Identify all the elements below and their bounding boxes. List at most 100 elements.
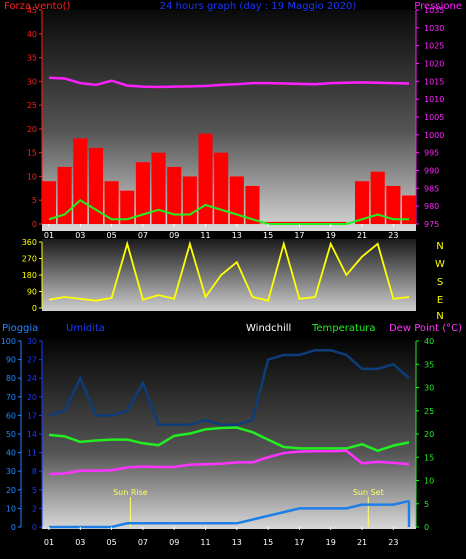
- temp-ytick-label: 0: [424, 523, 429, 532]
- rain-ytick-label: 80: [6, 374, 16, 383]
- chart-marks: 0510152025303540459759809859909951000100…: [1, 6, 445, 547]
- env-xtick-label: 23: [388, 538, 398, 547]
- hum-ytick-label: 11: [27, 449, 37, 458]
- wind-xtick-label: 09: [169, 231, 179, 240]
- wind-xtick-label: 03: [75, 231, 85, 240]
- wind-speed-bar: [229, 176, 244, 224]
- dir-ytick-label: 0: [32, 304, 37, 313]
- env-xtick-label: 07: [138, 538, 148, 547]
- temp-ytick-label: 35: [424, 360, 434, 369]
- pressure-ytick-label: 1005: [424, 113, 444, 122]
- rain-ytick-label: 30: [6, 467, 16, 476]
- wind-xtick-label: 05: [107, 231, 117, 240]
- dir-letter-s: S: [437, 277, 443, 288]
- rain-ytick-label: 90: [6, 356, 16, 365]
- wind-speed-bar: [120, 190, 135, 224]
- env-xtick-label: 21: [357, 538, 367, 547]
- pressure-ytick-label: 995: [424, 149, 439, 158]
- env-xtick-label: 17: [294, 538, 304, 547]
- rain-line: [49, 499, 410, 529]
- pressure-ytick-label: 980: [424, 202, 439, 211]
- pressure-ytick-label: 1030: [424, 24, 444, 33]
- pressure-ytick-label: 1020: [424, 60, 444, 69]
- wind-speed-bar: [151, 152, 166, 224]
- hum-ytick-label: 5: [32, 486, 37, 495]
- wind-speed-bar: [214, 152, 229, 224]
- windchill-title: Windchill: [246, 323, 291, 334]
- wind-direction-line: [48, 240, 410, 302]
- hum-ytick-label: 24: [27, 374, 37, 383]
- wind-gust-line: [48, 198, 409, 225]
- env-panel-bg: [42, 339, 416, 529]
- pressure-ytick-label: 990: [424, 167, 439, 176]
- dir-ytick-label: 270: [22, 255, 37, 264]
- wind-speed-bar: [104, 181, 119, 224]
- temp-ytick-label: 40: [424, 337, 434, 346]
- wind-speed-bar: [182, 176, 197, 224]
- wind-ytick-label: 30: [27, 77, 37, 86]
- temp-ytick-label: 15: [424, 453, 434, 462]
- wind-speed-bar: [198, 133, 213, 224]
- rain-title: Pioggia: [2, 323, 38, 334]
- wind-ytick-label: 15: [27, 149, 37, 158]
- humidity-line: [48, 349, 410, 426]
- temp-ytick-label: 5: [424, 500, 429, 509]
- wind-speed-bar: [88, 147, 103, 224]
- hum-ytick-label: 14: [27, 430, 37, 439]
- wind-ytick-label: 45: [27, 6, 37, 15]
- env-xtick-label: 13: [232, 538, 242, 547]
- temp-ytick-label: 20: [424, 430, 434, 439]
- temp-ytick-label: 10: [424, 477, 434, 486]
- env-xtick-label: 05: [107, 538, 117, 547]
- wind-xtick-label: 17: [294, 231, 304, 240]
- hum-ytick-label: 0: [32, 523, 37, 532]
- dir-ytick-label: 180: [22, 271, 37, 280]
- pressure-ytick-label: 1010: [424, 95, 444, 104]
- pressure-ytick-label: 975: [424, 220, 439, 229]
- env-xtick-label: 01: [44, 538, 54, 547]
- dir-ytick-label: 360: [22, 238, 37, 247]
- hum-ytick-label: 17: [27, 411, 37, 420]
- wind-xtick-label: 11: [200, 231, 210, 240]
- hum-ytick-label: 20: [27, 393, 37, 402]
- env-xtick-label: 03: [75, 538, 85, 547]
- wind-speed-bar: [401, 195, 417, 224]
- rain-ytick-label: 50: [6, 430, 16, 439]
- dewpoint-line: [48, 449, 410, 476]
- temp-ytick-label: 25: [424, 407, 434, 416]
- dir-letter-n-top: N: [436, 241, 443, 252]
- wind-panel-bg: [42, 10, 416, 231]
- rain-ytick-label: 20: [6, 486, 16, 495]
- wind-ytick-label: 20: [27, 125, 37, 134]
- hum-ytick-label: 2: [32, 504, 37, 513]
- wind-speed-bar: [73, 138, 88, 224]
- dir-letter-w: W: [435, 259, 445, 270]
- env-xtick-label: 19: [326, 538, 336, 547]
- dewpoint-title: Dew Point (°C): [389, 323, 462, 334]
- wind-xtick-label: 07: [138, 231, 148, 240]
- rain-ytick-label: 0: [11, 523, 16, 532]
- hum-ytick-label: 27: [27, 356, 37, 365]
- wind-ytick-label: 0: [32, 220, 37, 229]
- wind-xtick-label: 15: [263, 231, 273, 240]
- rain-ytick-label: 100: [1, 337, 16, 346]
- wind-ytick-label: 5: [32, 196, 37, 205]
- dir-letter-n-bottom: N: [436, 311, 443, 322]
- env-xtick-label: 11: [200, 538, 210, 547]
- rain-ytick-label: 60: [6, 411, 16, 420]
- temperature-title: Temperatura: [311, 323, 376, 334]
- sunrise-label: Sun Rise: [113, 488, 148, 497]
- wind-ytick-label: 35: [27, 54, 37, 63]
- rain-ytick-label: 10: [6, 504, 16, 513]
- wind-title: Forza vento(): [4, 1, 71, 12]
- wind-speed-bar: [370, 171, 385, 224]
- dir-letter-e: E: [437, 295, 443, 306]
- wind-xtick-label: 23: [388, 231, 398, 240]
- pressure-line: [48, 76, 410, 89]
- rain-ytick-label: 40: [6, 449, 16, 458]
- pressure-ytick-label: 1025: [424, 42, 444, 51]
- env-xtick-label: 15: [263, 538, 273, 547]
- graph-title: 24 hours graph (day : 19 Maggio 2020): [160, 1, 357, 12]
